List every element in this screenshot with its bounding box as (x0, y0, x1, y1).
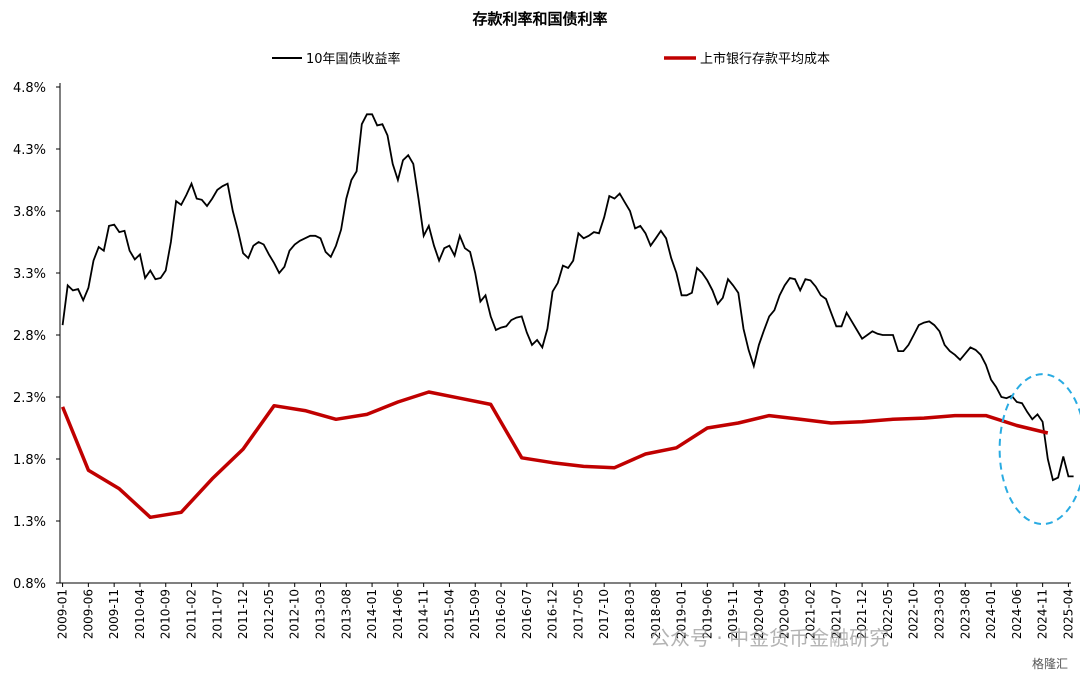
watermark: 公众号 · 中金货币金融研究 格隆汇 (650, 626, 1068, 671)
y-tick-label: 3.3% (13, 267, 46, 282)
legend-label-bond: 10年国债收益率 (306, 51, 401, 67)
x-tick-label: 2010-09 (159, 589, 173, 639)
legend-label-deposit: 上市银行存款平均成本 (700, 51, 830, 67)
x-tick-label: 2019-11 (726, 589, 740, 639)
x-tick-label: 2011-02 (185, 589, 199, 639)
x-tick-label: 2011-07 (210, 589, 224, 639)
x-tick-label: 2020-04 (752, 589, 766, 639)
plot-area (60, 113, 1080, 526)
y-tick-label: 1.3% (13, 515, 46, 530)
x-tick-label: 2023-03 (932, 589, 946, 639)
x-tick-label: 2009-01 (56, 589, 70, 639)
x-tick-label: 2024-06 (1010, 589, 1024, 639)
y-tick-label: 2.8% (13, 329, 46, 344)
x-tick-label: 2016-07 (520, 589, 534, 639)
series-line-bond-yield (61, 113, 1074, 482)
x-tick-label: 2014-06 (391, 589, 405, 639)
x-tick-label: 2011-12 (236, 589, 250, 639)
x-tick-label: 2025-04 (1061, 589, 1075, 639)
legend: 10年国债收益率 上市银行存款平均成本 (272, 51, 830, 67)
x-tick-label: 2022-05 (881, 589, 895, 639)
x-tick-label: 2015-04 (442, 589, 456, 639)
y-tick-label: 2.3% (13, 391, 46, 406)
series-line-deposit-cost (60, 390, 1049, 520)
x-tick-label: 2016-12 (546, 589, 560, 639)
y-tick-label: 1.8% (13, 453, 46, 468)
x-tick-label: 2015-09 (468, 589, 482, 639)
x-tick-label: 2013-03 (313, 589, 327, 639)
x-tick-label: 2009-11 (107, 589, 121, 639)
x-tick-label: 2021-07 (829, 589, 843, 639)
x-tick-label: 2014-01 (365, 589, 379, 639)
x-tick-label: 2019-01 (675, 589, 689, 639)
x-tick-label: 2014-11 (417, 589, 431, 639)
watermark-text: 公众号 · 中金货币金融研究 (650, 626, 889, 650)
x-tick-label: 2009-06 (81, 589, 95, 639)
highlight-ellipse (998, 373, 1080, 526)
x-tick-label: 2013-08 (339, 589, 353, 639)
chart-title: 存款利率和国债利率 (472, 10, 607, 28)
x-tick-label: 2016-02 (494, 589, 508, 639)
x-tick-label: 2018-03 (623, 589, 637, 639)
x-tick-label: 2012-05 (262, 589, 276, 639)
x-tick-label: 2024-11 (1036, 589, 1050, 639)
x-tick-label: 2023-08 (958, 589, 972, 639)
x-tick-label: 2019-06 (700, 589, 714, 639)
x-tick-label: 2024-01 (984, 589, 998, 639)
x-tick-label: 2018-08 (649, 589, 663, 639)
y-axis: 0.8% 1.3% 1.8% 2.3% 2.8% 3.3% 3.8% 4.3% 4.8% (13, 81, 61, 592)
x-tick-label: 2017-05 (571, 589, 585, 639)
x-tick-label: 2012-10 (288, 589, 302, 639)
y-tick-label: 0.8% (13, 577, 46, 592)
x-tick-label: 2010-04 (133, 589, 147, 639)
watermark-brand: 格隆汇 (1032, 656, 1068, 671)
x-tick-label: 2021-02 (804, 589, 818, 639)
x-tick-label: 2017-10 (597, 589, 611, 639)
y-tick-label: 4.8% (13, 81, 46, 96)
y-tick-label: 4.3% (13, 143, 46, 158)
x-axis: 2009-01 2009-06 2009-11 2010-04 2010-09 2011-… (56, 582, 1075, 639)
x-tick-label: 2022-10 (907, 589, 921, 639)
x-tick-label: 2021-12 (855, 589, 869, 639)
y-tick-label: 3.8% (13, 205, 46, 220)
x-tick-label: 2020-09 (778, 589, 792, 639)
